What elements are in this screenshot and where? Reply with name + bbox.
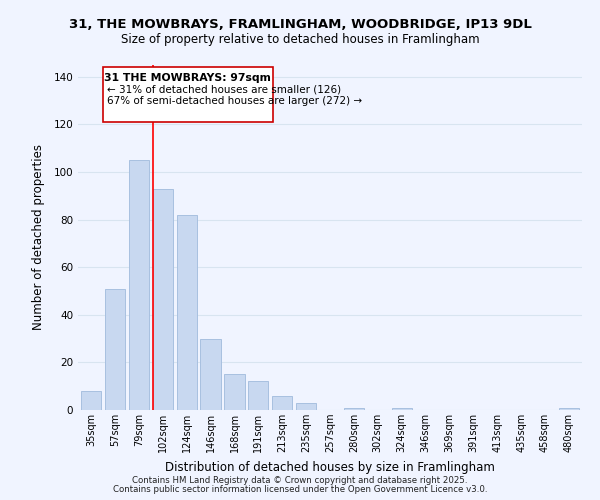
Text: Contains HM Land Registry data © Crown copyright and database right 2025.: Contains HM Land Registry data © Crown c…	[132, 476, 468, 485]
Bar	[296, 403, 316, 410]
Bar	[81, 391, 101, 410]
Text: Size of property relative to detached houses in Framlingham: Size of property relative to detached ho…	[121, 32, 479, 46]
Text: ← 31% of detached houses are smaller (126): ← 31% of detached houses are smaller (12…	[107, 84, 341, 94]
X-axis label: Distribution of detached houses by size in Framlingham: Distribution of detached houses by size …	[165, 460, 495, 473]
Y-axis label: Number of detached properties: Number of detached properties	[32, 144, 45, 330]
Text: Contains public sector information licensed under the Open Government Licence v3: Contains public sector information licen…	[113, 485, 487, 494]
Bar	[392, 408, 412, 410]
Bar	[105, 288, 125, 410]
Bar	[200, 338, 221, 410]
Text: 31, THE MOWBRAYS, FRAMLINGHAM, WOODBRIDGE, IP13 9DL: 31, THE MOWBRAYS, FRAMLINGHAM, WOODBRIDG…	[68, 18, 532, 30]
Bar	[129, 160, 149, 410]
Text: 67% of semi-detached houses are larger (272) →: 67% of semi-detached houses are larger (…	[107, 96, 362, 106]
Bar	[224, 374, 245, 410]
Bar	[344, 408, 364, 410]
Bar	[152, 188, 173, 410]
Bar	[176, 215, 197, 410]
Bar	[248, 382, 268, 410]
Bar	[272, 396, 292, 410]
FancyBboxPatch shape	[103, 68, 272, 122]
Text: 31 THE MOWBRAYS: 97sqm: 31 THE MOWBRAYS: 97sqm	[104, 74, 271, 84]
Bar	[559, 408, 579, 410]
